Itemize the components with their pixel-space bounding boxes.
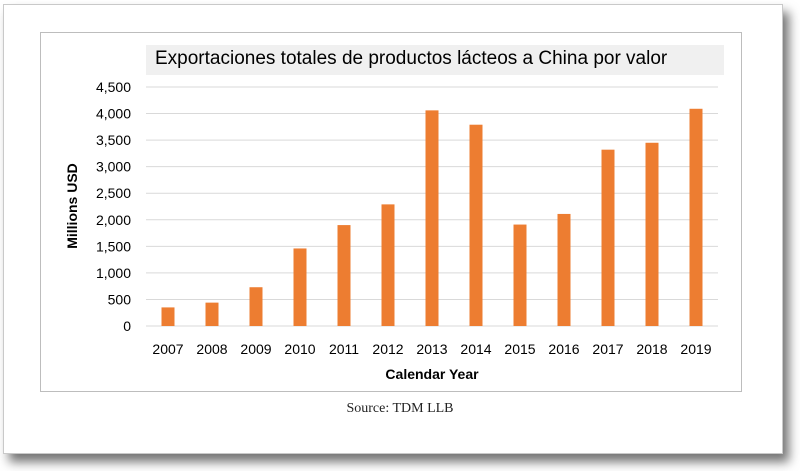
x-tick-label: 2010 [284, 341, 315, 357]
y-tick-label: 3,000 [96, 159, 131, 175]
bar-2017 [601, 149, 615, 326]
x-tick-label: 2007 [152, 341, 183, 357]
x-tick-label: 2012 [372, 341, 403, 357]
bar-2008 [205, 302, 219, 326]
x-tick-labels: 2007 2008 2009 2010 2011 2012 2013 2014 2015 2016… [152, 341, 711, 357]
source-note: Source: TDM LLB [346, 401, 454, 416]
bar-2013 [425, 110, 439, 326]
chart-title: Exportaciones totales de productos lácte… [155, 48, 668, 69]
bar-2014 [469, 124, 483, 326]
x-tick-label: 2013 [416, 341, 447, 357]
bar-2010 [293, 248, 307, 326]
y-tick-label: 4,000 [96, 106, 131, 122]
x-tick-label: 2017 [592, 341, 623, 357]
x-tick-label: 2018 [636, 341, 667, 357]
y-tick-label: 0 [123, 318, 131, 334]
bar-2019 [689, 108, 703, 326]
x-tick-label: 2014 [460, 341, 491, 357]
bar-2016 [557, 213, 571, 326]
x-axis-label: Calendar Year [385, 366, 479, 382]
bar-2012 [381, 204, 395, 326]
title-background [146, 45, 724, 75]
x-tick-label: 2016 [548, 341, 579, 357]
y-tick-label: 2,500 [96, 185, 131, 201]
y-tick-label: 1,000 [96, 265, 131, 281]
x-tick-label: 2008 [196, 341, 227, 357]
y-axis-label: Millions USD [64, 163, 80, 249]
x-tick-label: 2019 [680, 341, 711, 357]
y-tick-label: 4,500 [96, 79, 131, 95]
bar-2011 [337, 225, 351, 326]
y-tick-label: 500 [108, 291, 132, 307]
bar-2007 [161, 307, 175, 326]
bar-2015 [513, 224, 527, 326]
x-tick-label: 2015 [504, 341, 535, 357]
bars [161, 108, 703, 326]
bar-2018 [645, 142, 659, 326]
x-tick-label: 2009 [240, 341, 271, 357]
bar-2009 [249, 287, 263, 326]
y-tick-label: 2,000 [96, 212, 131, 228]
x-tick-label: 2011 [329, 341, 359, 357]
y-tick-label: 3,500 [96, 132, 131, 148]
y-tick-label: 1,500 [96, 238, 131, 254]
y-tick-labels: 0 500 1,000 1,500 2,000 2,500 3,000 3,500 4,000 4… [96, 79, 131, 334]
